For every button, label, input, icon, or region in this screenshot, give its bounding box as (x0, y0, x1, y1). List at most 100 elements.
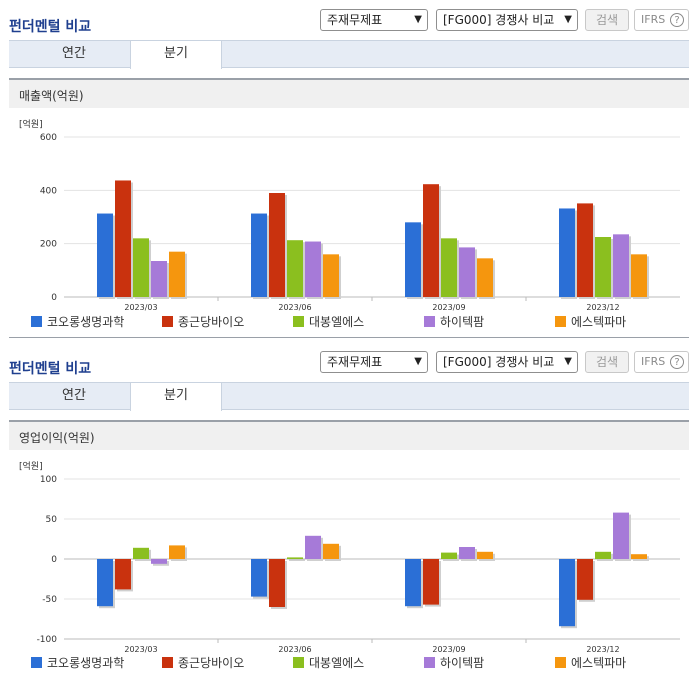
search-button[interactable]: 검색 (585, 9, 629, 31)
x-tick-label: 2023/12 (586, 645, 619, 654)
bar-1-4 (323, 543, 339, 559)
bar-2-1 (423, 559, 439, 605)
y-tick-label: 50 (46, 515, 58, 525)
x-tick-label: 2023/06 (278, 303, 311, 312)
legend-label: 에스텍파마 (571, 656, 627, 670)
bar-3-1 (577, 203, 593, 297)
legend-swatch (293, 657, 304, 668)
legend-label: 대봉엘에스 (309, 315, 365, 329)
bar-0-2 (133, 547, 149, 559)
help-icon: ? (670, 355, 684, 369)
section-header: 펀더멘털 비교 주재무제표 ▼ [FG000] 경쟁사 비교 ▼ 검색 IFRS… (0, 351, 696, 383)
bar-2-0 (405, 222, 421, 297)
chart-legend: 코오롱생명과학 종근당바이오 대봉엘에스 하이텍팜 에스텍파마 (31, 655, 671, 671)
y-unit-label: [억원] (19, 460, 43, 472)
tab-annual[interactable]: 연간 (62, 46, 86, 61)
y-tick-label: 100 (40, 475, 57, 485)
compare-select-value: [FG000] 경쟁사 비교 (443, 13, 555, 27)
legend-swatch (555, 657, 566, 668)
statement-select[interactable]: 주재무제표 ▼ (320, 351, 428, 373)
period-tabs: 연간 분기 (9, 382, 689, 411)
legend-swatch (31, 316, 42, 327)
legend-swatch (162, 657, 173, 668)
y-tick-label: 400 (40, 186, 57, 196)
legend-label: 대봉엘에스 (309, 656, 365, 670)
search-button[interactable]: 검색 (585, 351, 629, 373)
panel-title: 영업이익(억원) (19, 431, 95, 445)
legend-label: 종근당바이오 (178, 656, 245, 670)
bar-1-0 (251, 213, 267, 297)
x-tick-label: 2023/09 (432, 303, 465, 312)
bar-0-3 (151, 559, 167, 564)
bar-3-0 (559, 208, 575, 297)
bar-1-2 (287, 557, 303, 559)
bar-1-1 (269, 193, 285, 297)
ifrs-help-button[interactable]: IFRS ? (634, 9, 689, 31)
bar-0-2 (133, 238, 149, 297)
compare-select-value: [FG000] 경쟁사 비교 (443, 355, 555, 369)
legend-label: 에스텍파마 (571, 315, 627, 329)
chevron-down-icon: ▼ (414, 356, 422, 367)
compare-select[interactable]: [FG000] 경쟁사 비교 ▼ (436, 9, 578, 31)
legend-swatch (162, 316, 173, 327)
legend-label: 하이텍팜 (440, 656, 485, 670)
chevron-down-icon: ▼ (564, 14, 572, 25)
bar-1-3 (305, 241, 321, 297)
bar-2-2 (441, 552, 457, 559)
x-tick-label: 2023/03 (124, 645, 157, 654)
statement-select-value: 주재무제표 (327, 13, 383, 27)
bar-1-3 (305, 535, 321, 559)
bar-2-0 (405, 559, 421, 607)
compare-select[interactable]: [FG000] 경쟁사 비교 ▼ (436, 351, 578, 373)
section-title: 펀더멘털 비교 (9, 19, 92, 35)
panel-header: 매출액(억원) (9, 78, 689, 108)
bar-1-1 (269, 559, 285, 607)
ifrs-label: IFRS (641, 355, 666, 368)
legend-swatch (293, 316, 304, 327)
bar-0-3 (151, 261, 167, 297)
bar-0-0 (97, 213, 113, 297)
y-tick-label: 200 (40, 240, 57, 250)
legend-swatch (424, 316, 435, 327)
y-tick-label: 0 (51, 293, 57, 303)
bar-2-4 (477, 551, 493, 559)
bar-3-4 (631, 554, 647, 559)
statement-select-value: 주재무제표 (327, 355, 383, 369)
period-tabs: 연간 분기 (9, 40, 689, 69)
statement-select[interactable]: 주재무제표 ▼ (320, 9, 428, 31)
x-tick-label: 2023/06 (278, 645, 311, 654)
operating-income-chart: [억원] -100 -50 0 50 100 2023/03 2023/06 2023/09 20… (19, 460, 680, 654)
bar-0-1 (115, 180, 131, 297)
bar-3-0 (559, 559, 575, 627)
x-tick-label: 2023/09 (432, 645, 465, 654)
section-title: 펀더멘털 비교 (9, 361, 92, 377)
tab-quarterly[interactable]: 분기 (130, 383, 222, 411)
bar-3-2 (595, 237, 611, 297)
legend-label: 하이텍팜 (440, 315, 485, 329)
bar-shadow (289, 559, 305, 561)
tab-annual[interactable]: 연간 (62, 388, 86, 403)
panel-header: 영업이익(억원) (9, 420, 689, 450)
section-header: 펀더멘털 비교 주재무제표 ▼ [FG000] 경쟁사 비교 ▼ 검색 IFRS… (0, 9, 696, 41)
tab-quarterly[interactable]: 분기 (130, 41, 222, 69)
bar-1-2 (287, 240, 303, 297)
fundamental-section-revenue: 펀더멘털 비교 주재무제표 ▼ [FG000] 경쟁사 비교 ▼ 검색 IFRS… (0, 9, 696, 339)
fundamental-section-operating-income: 펀더멘털 비교 주재무제표 ▼ [FG000] 경쟁사 비교 ▼ 검색 IFRS… (0, 351, 696, 684)
ifrs-help-button[interactable]: IFRS ? (634, 351, 689, 373)
panel-divider (9, 337, 689, 338)
ifrs-label: IFRS (641, 13, 666, 26)
legend-swatch (555, 316, 566, 327)
y-tick-label: -50 (42, 595, 57, 605)
chart-legend: 코오롱생명과학 종근당바이오 대봉엘에스 하이텍팜 에스텍파마 (31, 314, 671, 330)
legend-label: 코오롱생명과학 (47, 656, 125, 670)
bar-0-4 (169, 251, 185, 297)
bar-2-3 (459, 547, 475, 559)
bar-3-3 (613, 512, 629, 559)
bar-0-4 (169, 545, 185, 559)
bar-2-2 (441, 238, 457, 297)
panel-title: 매출액(억원) (19, 89, 84, 103)
legend-label: 종근당바이오 (178, 315, 245, 329)
bar-3-3 (613, 234, 629, 297)
bar-3-1 (577, 559, 593, 600)
bar-2-4 (477, 258, 493, 297)
